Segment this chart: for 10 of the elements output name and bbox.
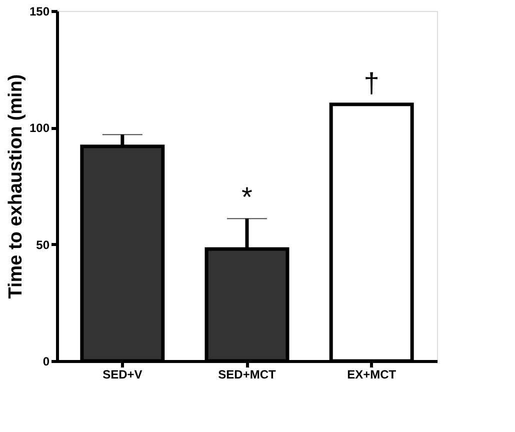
x-tick-label: SED+MCT	[218, 368, 276, 382]
y-tick-label: 150	[29, 4, 50, 18]
y-tick-label: 100	[29, 121, 50, 136]
y-tick-label: 50	[36, 238, 50, 252]
x-tick-label: EX+MCT	[347, 368, 397, 382]
annotation: *	[242, 182, 253, 213]
y-axis-title: Time to exhaustion (min)	[5, 74, 26, 299]
annotation: †	[364, 67, 380, 98]
y-tick-label: 0	[42, 354, 50, 368]
x-tick-label: SED+V	[102, 368, 142, 382]
